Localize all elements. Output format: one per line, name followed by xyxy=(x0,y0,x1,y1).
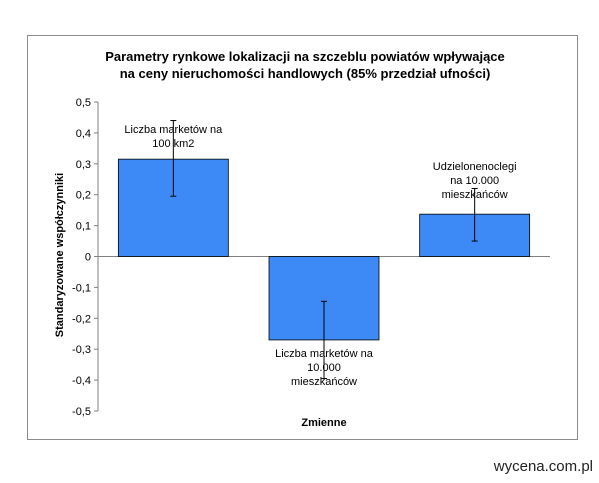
y-tick-label: 0,1 xyxy=(76,221,91,233)
y-tick-label: 0,3 xyxy=(76,159,91,171)
category-label: 100 km2 xyxy=(152,138,194,150)
y-tick-label: 0,4 xyxy=(76,128,91,140)
category-label: Udzielonenoclegi xyxy=(433,161,517,173)
y-tick-label: -0,3 xyxy=(72,344,91,356)
category-label: mieszkańców xyxy=(291,376,357,388)
chart-title-line2: na ceny nieruchomości handlowych (85% pr… xyxy=(120,66,491,81)
x-axis-title: Zmienne xyxy=(301,417,346,429)
y-axis-title: Standaryzowane współczynniki xyxy=(54,173,66,337)
category-label: mieszkańców xyxy=(442,189,508,201)
watermark: wycena.com.pl xyxy=(493,458,593,475)
category-label: na 10.000 xyxy=(450,175,499,187)
plot-area: 0,5 0,4 0,3 0,2 0,1 0 -0,1 -0,2 -0,3 -0,4 -0,5 Licz… xyxy=(72,97,550,418)
y-tick-label: 0 xyxy=(85,252,91,264)
chart-title-line1: Parametry rynkowe lokalizacji na szczebl… xyxy=(105,49,505,64)
category-label: Liczba marketów na xyxy=(124,124,223,136)
y-tick-label: -0,2 xyxy=(72,313,91,325)
y-tick-label: -0,4 xyxy=(72,375,91,387)
y-tick-label: 0,2 xyxy=(76,190,91,202)
y-tick-label: -0,1 xyxy=(72,282,91,294)
category-label: Liczba marketów na xyxy=(275,348,374,360)
y-tick-label: -0,5 xyxy=(72,406,91,418)
category-label: 10.000 xyxy=(307,362,341,374)
y-tick-label: 0,5 xyxy=(76,97,91,109)
